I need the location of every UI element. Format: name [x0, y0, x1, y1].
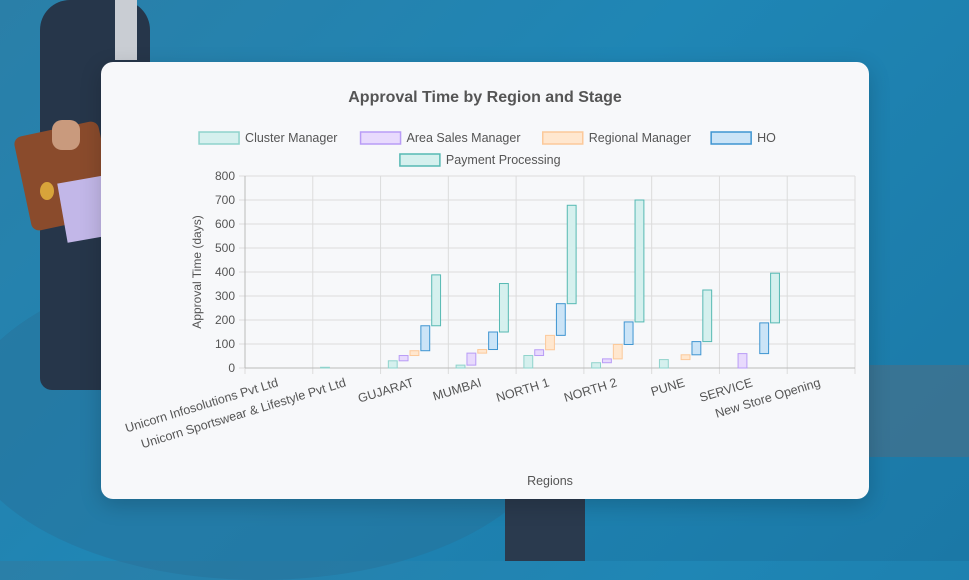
legend-label-cluster-manager: Cluster Manager	[245, 131, 337, 145]
bar-payment-processing	[634, 199, 645, 323]
bar-ho	[555, 303, 566, 336]
x-tick-label: NORTH 2	[562, 375, 618, 404]
chart-title: Approval Time by Region and Stage	[348, 89, 622, 106]
bar-regional-manager	[409, 350, 420, 357]
legend-swatch-area-sales-manager	[359, 131, 402, 145]
y-axis-title: Approval Time (days)	[190, 215, 204, 328]
bar-ho	[759, 322, 770, 355]
bar-payment-processing	[431, 274, 442, 327]
y-tick-label: 100	[215, 337, 235, 351]
bar-cluster-manager	[658, 359, 669, 369]
bar-ho	[420, 325, 431, 352]
bar-area-sales-manager	[398, 355, 409, 362]
briefcase-lock-illustration	[40, 182, 54, 200]
bar-payment-processing	[498, 283, 509, 333]
y-tick-label: 0	[228, 361, 235, 375]
bar-cluster-manager	[523, 355, 534, 369]
bar-ho	[623, 321, 634, 345]
legend-swatch-ho	[710, 131, 752, 145]
bar-payment-processing	[702, 289, 713, 343]
y-tick-label: 200	[215, 313, 235, 327]
person-shirt-illustration	[115, 0, 137, 60]
bar-cluster-manager	[320, 366, 330, 369]
chart-card: Approval Time by Region and Stage 0 100 20…	[101, 62, 869, 499]
person-hand-illustration	[52, 120, 80, 150]
legend-label-area-sales-manager: Area Sales Manager	[407, 131, 521, 145]
bar-cluster-manager	[455, 364, 466, 369]
legend-label-regional-manager: Regional Manager	[589, 131, 691, 145]
legend-swatch-cluster-manager	[198, 131, 240, 145]
legend-swatch-payment-processing	[399, 153, 441, 167]
y-tick-label: 600	[215, 217, 235, 231]
bar-area-sales-manager	[737, 353, 748, 369]
bar-regional-manager	[680, 354, 691, 361]
bar-payment-processing	[566, 204, 577, 305]
bar-area-sales-manager	[602, 358, 612, 364]
y-tick-label: 400	[215, 265, 235, 279]
bar-ho	[691, 341, 702, 356]
x-tick-label: GUJARAT	[356, 375, 415, 405]
person-bottom-illustration	[505, 490, 585, 561]
bar-regional-manager	[612, 343, 623, 360]
y-tick-label: 700	[215, 193, 235, 207]
bar-ho	[488, 331, 498, 351]
x-tick-label: MUMBAI	[431, 375, 483, 403]
legend-label-ho: HO	[757, 131, 776, 145]
x-tick-label: PUNE	[649, 375, 686, 399]
x-tick-label: NORTH 1	[495, 375, 551, 404]
y-tick-label: 800	[215, 169, 235, 183]
bar-cluster-manager	[591, 362, 602, 369]
legend-label-payment-processing: Payment Processing	[446, 153, 561, 167]
bar-payment-processing	[770, 272, 780, 324]
y-tick-label: 300	[215, 289, 235, 303]
bar-area-sales-manager	[534, 349, 545, 357]
bar-area-sales-manager	[466, 352, 477, 366]
x-axis-title: Regions	[527, 474, 573, 488]
bar-regional-manager	[477, 349, 488, 354]
bar-cluster-manager	[387, 360, 398, 369]
bar-regional-manager	[545, 334, 555, 351]
y-tick-label: 500	[215, 241, 235, 255]
legend-swatch-regional-manager	[542, 131, 584, 145]
